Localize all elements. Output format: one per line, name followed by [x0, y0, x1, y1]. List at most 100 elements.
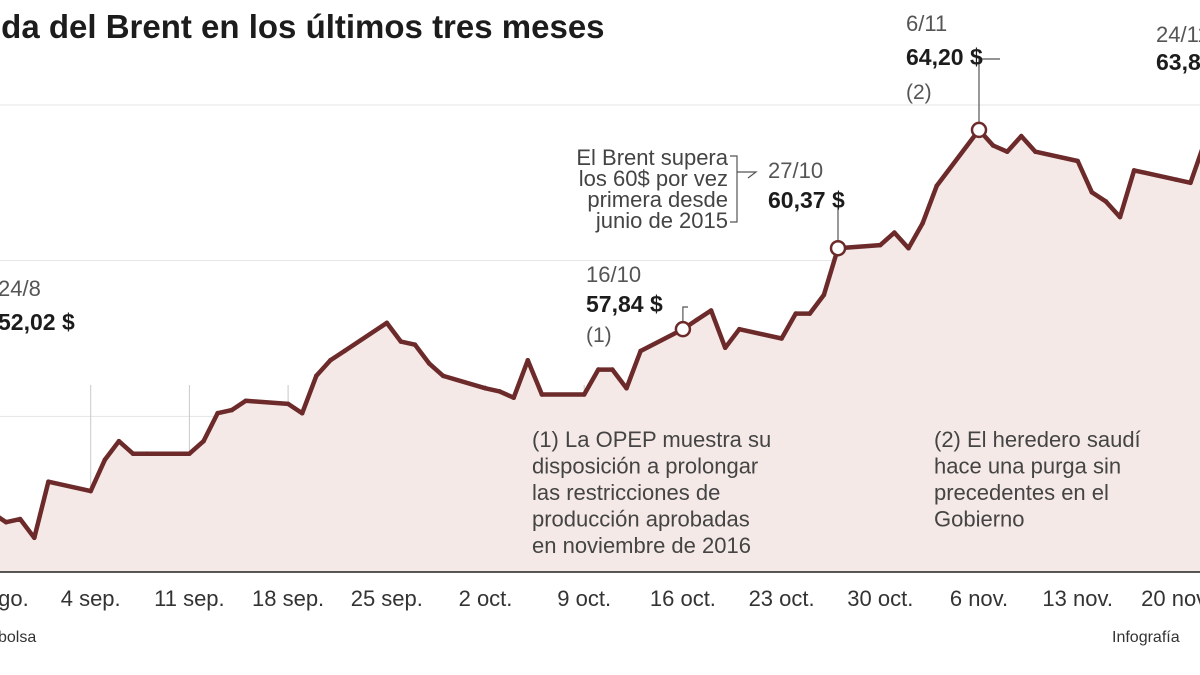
footnote-line: precedentes en el	[934, 480, 1109, 505]
data-point	[793, 311, 798, 316]
footnote-line: disposición a prolongar	[532, 454, 758, 479]
x-tick-label: 13 nov.	[1042, 586, 1113, 611]
data-point	[821, 292, 827, 298]
data-point	[187, 451, 192, 457]
callout-line: primera desde	[587, 187, 728, 212]
x-tick-label: 11 sep.	[154, 586, 225, 611]
data-point	[694, 317, 700, 323]
data-point	[596, 367, 601, 372]
annotation-value: 57,84 $	[586, 291, 663, 317]
annotation-note: (2)	[906, 81, 932, 104]
annotation-value: 64,20 $	[906, 44, 983, 70]
data-point	[934, 183, 939, 189]
chart-title: ida del Brent en los últimos tres meses	[0, 8, 605, 45]
leader-1610	[682, 306, 688, 323]
annotation-value: 60,37 $	[768, 187, 845, 213]
data-point	[1033, 149, 1038, 154]
footnote-line: (2) El heredero saudí	[934, 427, 1141, 452]
data-point	[32, 535, 37, 541]
callout-line: los 60$ por vez	[579, 166, 728, 191]
source-label: bolsa	[0, 629, 36, 646]
annotation-date: 27/10	[768, 158, 823, 183]
data-point	[638, 348, 643, 354]
footnote-line: producción aprobadas	[532, 507, 750, 532]
credit-label: Infografía	[1112, 629, 1180, 646]
data-point	[1117, 214, 1123, 220]
data-point	[1089, 189, 1095, 195]
x-tick-label: 4 sep.	[61, 586, 121, 611]
data-point	[314, 373, 319, 379]
annotation-date: 6/11	[906, 11, 947, 36]
annotation-note: (1)	[586, 324, 612, 347]
data-point	[426, 361, 432, 366]
data-point	[1075, 158, 1080, 164]
data-point	[243, 398, 249, 404]
data-point	[102, 457, 108, 463]
data-point	[525, 358, 531, 363]
data-point	[1174, 177, 1179, 182]
footnote-line: las restricciones de	[532, 480, 720, 505]
x-tick-label: 20 nov.	[1141, 586, 1200, 611]
annotation-labels: 24/8 52,02 $ 16/10 57,84 $ (1) 27/10 60,37 $ 6/…	[0, 11, 1200, 347]
x-axis-ticks: 28 ago. 4 sep. 11 sep. 18 sep. 25 sep. 2 oct.…	[0, 586, 1200, 611]
data-point	[722, 345, 728, 351]
data-point	[215, 410, 220, 416]
data-point	[1103, 199, 1109, 204]
data-point	[384, 320, 390, 326]
x-tick-label: 6 nov.	[950, 586, 1008, 611]
data-point	[610, 367, 615, 372]
data-point	[1188, 180, 1193, 186]
data-point	[88, 488, 93, 494]
footnote-line: en noviembre de 2016	[532, 533, 751, 558]
annotation-leaders	[682, 58, 1000, 323]
data-point	[1019, 133, 1024, 139]
data-point	[624, 386, 629, 391]
data-point	[285, 401, 291, 407]
callout-line: El Brent supera	[576, 145, 728, 170]
data-point	[737, 326, 742, 332]
x-tick-label: 23 oct.	[749, 586, 815, 611]
data-point	[892, 230, 897, 235]
leader-0611	[978, 58, 1000, 123]
annotation-value: 63,8	[1156, 49, 1200, 75]
data-point	[130, 451, 136, 457]
data-point	[229, 407, 234, 413]
data-point	[1004, 149, 1010, 154]
data-point	[116, 438, 122, 444]
data-point	[708, 308, 714, 313]
data-point	[920, 221, 925, 226]
data-point	[201, 438, 206, 444]
data-point	[412, 342, 418, 348]
x-tick-label: 30 oct.	[847, 586, 913, 611]
annotation-value: 52,02 $	[0, 309, 75, 335]
marker-1610	[674, 320, 692, 338]
data-point	[17, 516, 23, 522]
callout-bracket	[730, 155, 758, 223]
data-point	[581, 392, 587, 397]
data-point	[906, 245, 911, 251]
footnote-line: hace una purga sin	[934, 454, 1121, 479]
data-point	[398, 339, 404, 344]
data-point	[878, 242, 883, 248]
annotation-date: 24/8	[0, 276, 41, 301]
marker-0611	[970, 121, 988, 139]
data-point	[46, 479, 51, 485]
data-point	[990, 143, 996, 148]
x-tick-label: 25 sep.	[351, 586, 423, 611]
data-point	[3, 519, 9, 525]
data-point	[483, 386, 488, 391]
x-tick-label: 2 oct.	[459, 586, 513, 611]
data-point	[440, 373, 446, 379]
data-point	[511, 395, 516, 401]
data-point	[807, 311, 813, 316]
marker-2710	[829, 239, 847, 257]
data-point	[1131, 168, 1137, 173]
data-point	[299, 410, 305, 416]
data-point	[144, 451, 150, 457]
callout-line: junio de 2015	[595, 208, 728, 233]
annotation-date: 24/11	[1156, 22, 1200, 47]
footnote-line: (1) La OPEP muestra su	[532, 427, 771, 452]
